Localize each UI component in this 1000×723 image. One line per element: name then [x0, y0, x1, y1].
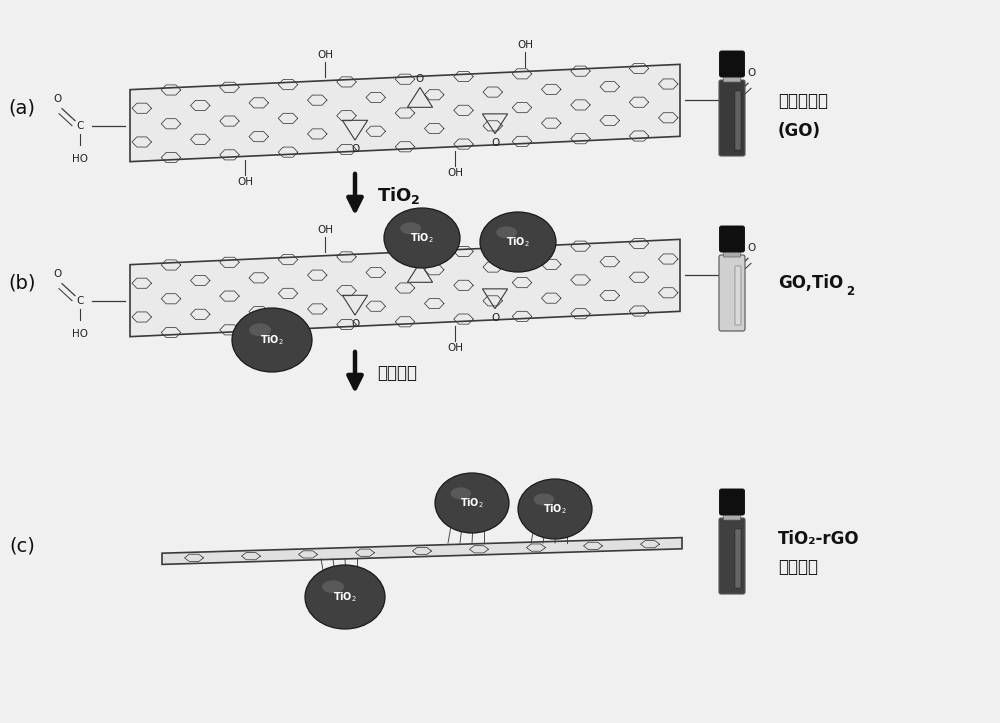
Polygon shape — [723, 512, 741, 520]
Ellipse shape — [232, 308, 312, 372]
Text: (c): (c) — [9, 536, 35, 555]
Text: OH: OH — [237, 177, 253, 187]
Text: TiO$_2$: TiO$_2$ — [460, 496, 484, 510]
Text: C: C — [726, 270, 734, 281]
Text: OH: OH — [317, 225, 333, 235]
Text: HO: HO — [72, 154, 88, 163]
Text: OH: OH — [447, 343, 463, 353]
Text: O: O — [748, 69, 756, 78]
Text: O: O — [748, 244, 756, 253]
Text: TiO₂-rGO: TiO₂-rGO — [778, 530, 860, 548]
Text: OH: OH — [237, 352, 253, 362]
FancyBboxPatch shape — [735, 266, 741, 325]
Ellipse shape — [480, 212, 556, 272]
FancyBboxPatch shape — [720, 51, 744, 77]
Text: 水热过程: 水热过程 — [377, 364, 417, 382]
Text: OH: OH — [317, 50, 333, 60]
Text: O: O — [54, 94, 62, 103]
Ellipse shape — [518, 479, 592, 539]
Ellipse shape — [305, 565, 385, 629]
Text: O: O — [416, 249, 424, 259]
Text: OH: OH — [517, 215, 533, 226]
Ellipse shape — [400, 223, 421, 234]
Text: OH: OH — [722, 304, 738, 313]
Text: O: O — [491, 312, 499, 322]
Text: TiO$_2$: TiO$_2$ — [506, 235, 530, 249]
FancyBboxPatch shape — [720, 226, 744, 252]
Text: O: O — [491, 137, 499, 147]
Polygon shape — [130, 64, 680, 162]
FancyBboxPatch shape — [720, 489, 744, 515]
Text: (GO): (GO) — [778, 122, 821, 140]
Ellipse shape — [451, 487, 471, 500]
Text: OH: OH — [517, 40, 533, 51]
Text: TiO$_2$: TiO$_2$ — [260, 333, 284, 347]
Ellipse shape — [322, 581, 344, 593]
Text: C: C — [76, 296, 84, 306]
Text: O: O — [416, 74, 424, 84]
FancyBboxPatch shape — [719, 80, 745, 156]
Text: 复合材料: 复合材料 — [778, 558, 818, 576]
Text: O: O — [351, 144, 359, 154]
Text: O: O — [351, 319, 359, 329]
Ellipse shape — [496, 226, 517, 239]
Text: O: O — [54, 269, 62, 278]
Text: TiO$_2$: TiO$_2$ — [543, 502, 567, 516]
Text: C: C — [726, 95, 734, 106]
Text: TiO$_2$: TiO$_2$ — [333, 590, 357, 604]
Ellipse shape — [435, 473, 509, 533]
Polygon shape — [723, 74, 741, 82]
FancyBboxPatch shape — [719, 518, 745, 594]
FancyBboxPatch shape — [719, 255, 745, 331]
Text: $\mathbf{TiO_2}$: $\mathbf{TiO_2}$ — [377, 184, 421, 205]
Polygon shape — [130, 239, 680, 337]
Text: C: C — [76, 121, 84, 131]
Text: 2: 2 — [846, 284, 855, 297]
Ellipse shape — [534, 493, 554, 505]
Text: TiO$_2$: TiO$_2$ — [410, 231, 434, 245]
Ellipse shape — [249, 323, 271, 336]
FancyBboxPatch shape — [735, 91, 741, 150]
Text: GO,TiO: GO,TiO — [778, 274, 843, 292]
Text: (b): (b) — [8, 273, 36, 293]
Text: (a): (a) — [8, 98, 36, 118]
Polygon shape — [723, 249, 741, 257]
Ellipse shape — [384, 208, 460, 268]
Text: HO: HO — [72, 329, 88, 338]
Polygon shape — [162, 538, 682, 565]
FancyBboxPatch shape — [735, 529, 741, 588]
Text: OH: OH — [722, 129, 738, 138]
Text: OH: OH — [447, 168, 463, 178]
Text: 氧化石墨烯: 氧化石墨烯 — [778, 92, 828, 110]
